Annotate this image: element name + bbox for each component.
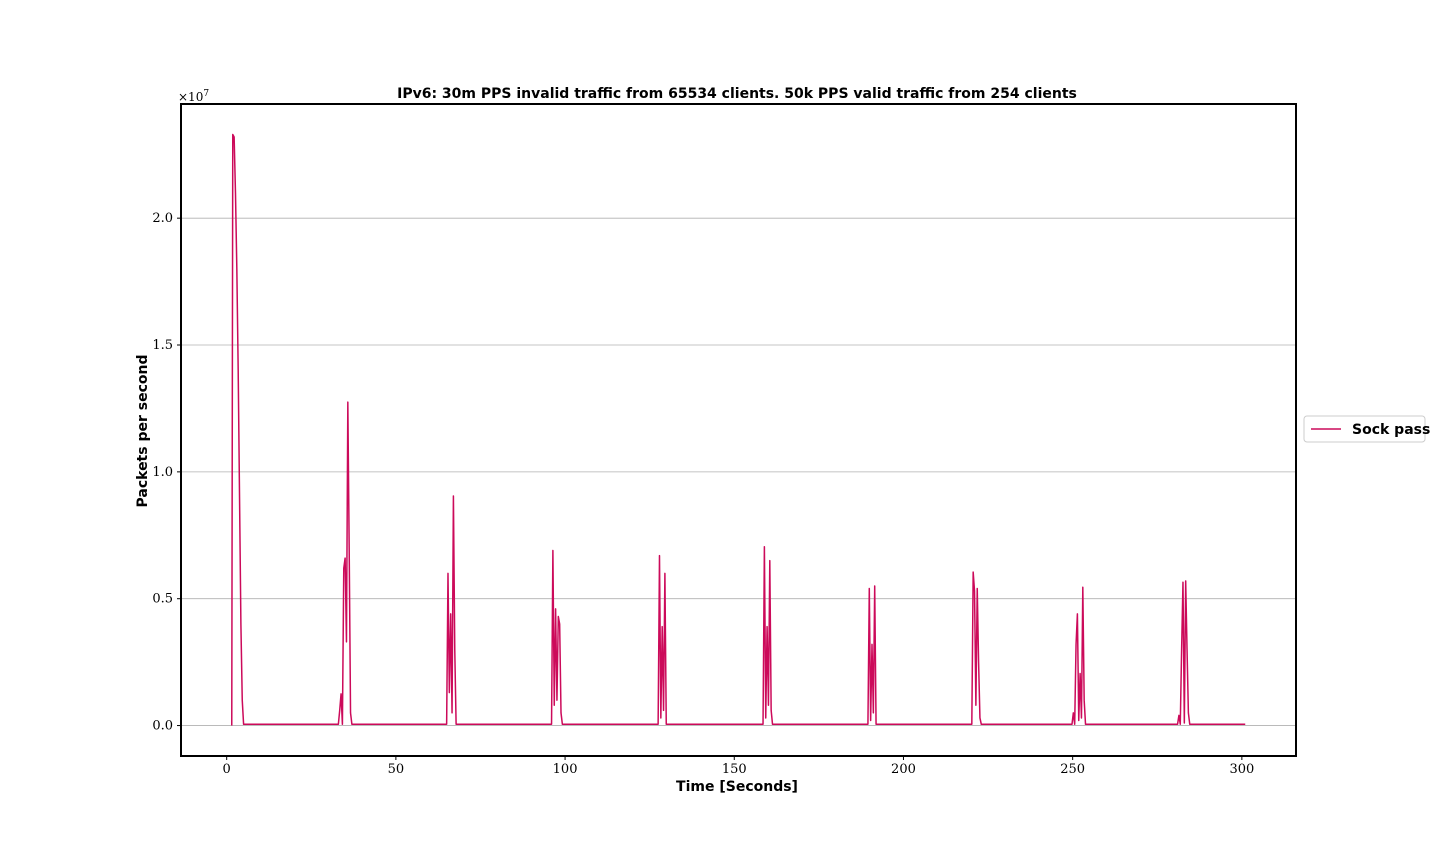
series-lines — [231, 133, 1246, 726]
grid-lines — [181, 217, 1296, 726]
y-tick-label: 2.0 — [152, 211, 173, 226]
x-tick-label: 150 — [722, 762, 747, 777]
legend: Sock pass — [1303, 415, 1430, 443]
y-axis-multiplier: ×107 — [178, 89, 209, 104]
legend-label-sock-pass: Sock pass — [1352, 422, 1430, 438]
y-axis-ticks: 0.0 0.5 1.0 1.5 2.0 — [152, 211, 181, 734]
y-tick-label: 0.0 — [152, 719, 173, 734]
x-tick-label: 0 — [223, 762, 231, 777]
y-multiplier-base: ×10 — [178, 90, 203, 104]
y-tick-label: 1.0 — [152, 465, 173, 480]
axes-frame — [180, 103, 1297, 757]
x-tick-label: 200 — [891, 762, 916, 777]
svg-text:×107: ×107 — [178, 89, 209, 104]
x-tick-label: 50 — [388, 762, 405, 777]
y-axis-label: Packets per second — [135, 355, 151, 508]
x-tick-label: 300 — [1229, 762, 1254, 777]
y-tick-label: 0.5 — [152, 592, 173, 607]
y-multiplier-exponent: 7 — [203, 89, 209, 99]
x-axis-ticks: 0 50 100 150 200 250 300 — [223, 756, 1254, 777]
x-axis-label: Time [Seconds] — [676, 779, 798, 795]
series-line-1 — [231, 133, 1246, 726]
legend-box — [1303, 415, 1426, 443]
x-tick-label: 100 — [553, 762, 578, 777]
y-tick-label: 1.5 — [152, 338, 173, 353]
chart-title: IPv6: 30m PPS invalid traffic from 65534… — [397, 86, 1077, 102]
x-tick-label: 250 — [1060, 762, 1085, 777]
